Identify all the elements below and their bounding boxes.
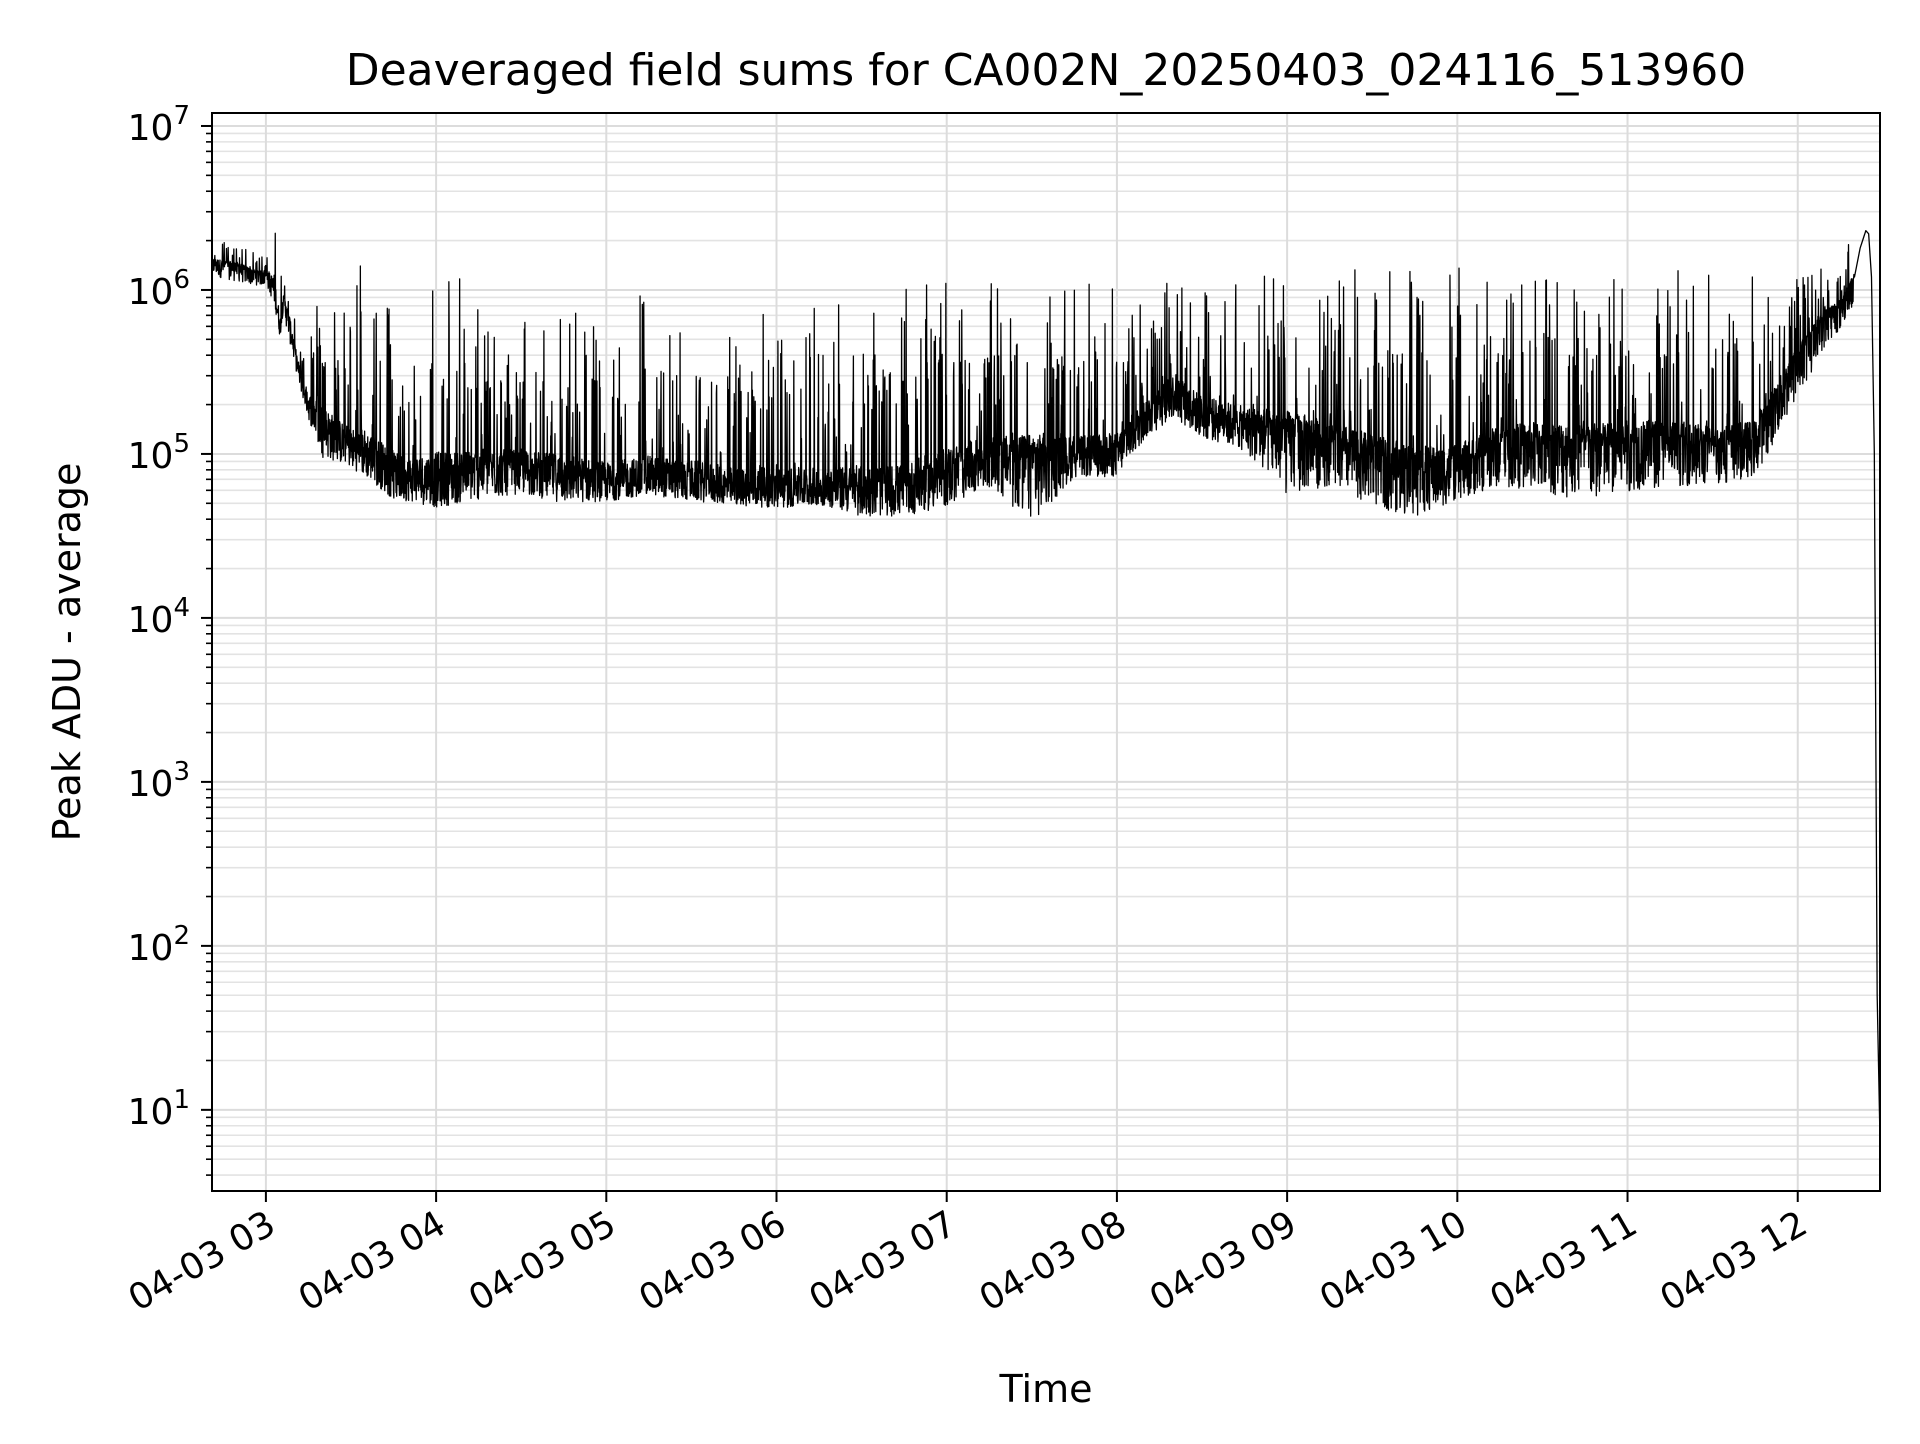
y-tick-label: 104 <box>128 593 190 641</box>
y-tick-labels: 101 102 103 104 105 106 107 <box>128 101 190 1133</box>
plot-frame <box>211 112 1881 1192</box>
y-tick-label: 107 <box>128 101 190 149</box>
y-axis-label: Peak ADU - average <box>45 463 89 842</box>
series-layer <box>212 229 1880 1141</box>
y-tick-label: 102 <box>128 921 190 969</box>
x-axis-label: Time <box>999 1367 1093 1411</box>
chart-title: Deaveraged field sums for CA002N_2025040… <box>346 45 1747 96</box>
axis-ticks <box>201 124 1799 1202</box>
series-line <box>212 229 1880 1141</box>
y-tick-label: 103 <box>128 757 190 805</box>
y-tick-label: 101 <box>128 1085 190 1133</box>
y-tick-label: 105 <box>128 429 190 477</box>
minor-gridlines <box>212 132 1880 1176</box>
y-tick-label: 106 <box>128 265 190 313</box>
